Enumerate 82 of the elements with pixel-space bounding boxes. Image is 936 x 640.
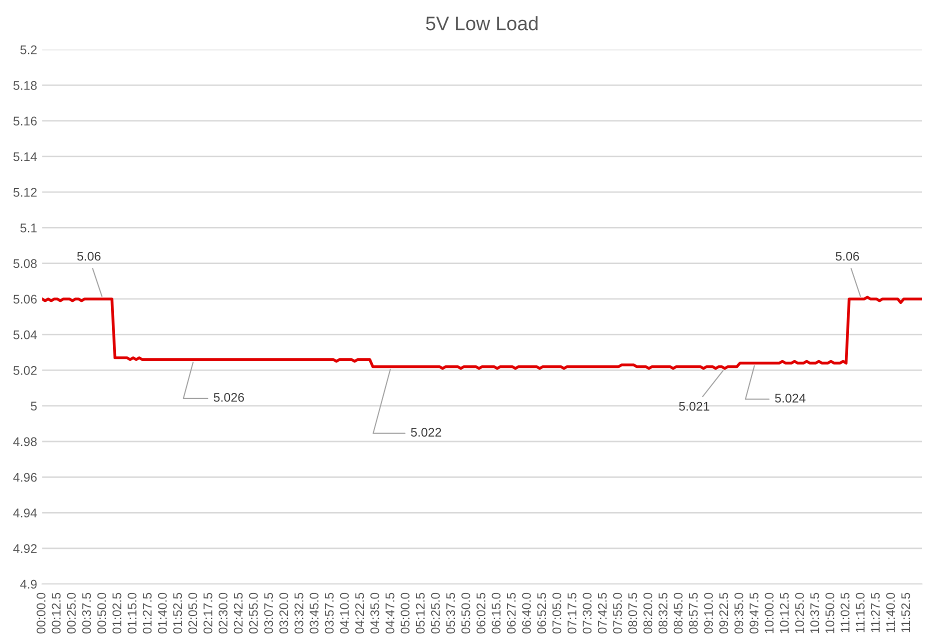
y-tick-label: 5.06 bbox=[13, 294, 37, 304]
y-tick-label: 5.14 bbox=[13, 152, 37, 162]
x-tick-label: 05:37.5 bbox=[446, 592, 456, 634]
y-tick-label: 4.94 bbox=[13, 508, 37, 518]
x-tick-label: 07:42.5 bbox=[598, 592, 607, 634]
x-tick-label: 06:02.5 bbox=[476, 592, 486, 634]
x-tick-label: 02:05.0 bbox=[188, 592, 198, 634]
annotation: 5.06 bbox=[836, 252, 860, 261]
x-tick-label: 04:22.5 bbox=[355, 592, 364, 634]
x-tick-label: 06:40.0 bbox=[522, 592, 531, 634]
y-tick-label: 5.1 bbox=[20, 224, 37, 232]
x-tick-label: 02:30.0 bbox=[218, 592, 228, 634]
x-tick-label: 00:50.0 bbox=[97, 592, 106, 634]
y-tick-label: 5.12 bbox=[13, 188, 37, 197]
x-tick-label: 03:57.5 bbox=[324, 592, 334, 634]
x-tick-label: 02:42.5 bbox=[234, 592, 243, 634]
y-tick-label: 5.04 bbox=[13, 330, 37, 340]
y-tick-label: 4.98 bbox=[13, 437, 37, 446]
x-tick-label: 09:10.0 bbox=[704, 592, 713, 634]
x-tick-label: 03:20.0 bbox=[279, 592, 288, 634]
y-tick-label: 5.16 bbox=[13, 116, 37, 126]
annotation: 5.06 bbox=[77, 252, 101, 261]
x-tick-label: 03:32.5 bbox=[294, 592, 304, 634]
x-tick-label: 10:50.0 bbox=[825, 592, 834, 634]
annotation: 5.021 bbox=[679, 402, 710, 411]
x-tick-label: 09:35.0 bbox=[734, 592, 744, 634]
x-tick-label: 01:52.5 bbox=[173, 592, 182, 634]
x-tick-label: 08:57.5 bbox=[688, 592, 698, 634]
x-tick-label: 04:47.5 bbox=[386, 592, 394, 634]
x-tick-label: 09:22.5 bbox=[719, 592, 728, 634]
x-tick-label: 08:45.0 bbox=[674, 592, 683, 634]
x-tick-label: 06:15.0 bbox=[492, 592, 501, 634]
x-tick-label: 02:55.0 bbox=[249, 592, 258, 634]
x-tick-label: 07:55.0 bbox=[613, 592, 622, 634]
x-tick-label: 01:02.5 bbox=[112, 592, 122, 634]
y-tick-label: 5.02 bbox=[13, 366, 37, 375]
x-tick-label: 01:15.0 bbox=[128, 592, 136, 634]
x-tick-label: 00:12.5 bbox=[52, 592, 61, 634]
x-tick-label: 00:37.5 bbox=[82, 592, 91, 634]
x-tick-label: 07:30.0 bbox=[582, 592, 592, 634]
x-tick-label: 07:05.0 bbox=[552, 592, 562, 634]
x-tick-label: 08:07.5 bbox=[628, 592, 638, 634]
x-tick-label: 04:10.0 bbox=[340, 592, 349, 634]
y-tick-label: 5 bbox=[30, 402, 37, 411]
y-tick-label: 4.92 bbox=[13, 544, 37, 554]
x-tick-label: 07:17.5 bbox=[568, 592, 576, 634]
x-tick-label: 01:27.5 bbox=[142, 592, 152, 634]
x-tick-label: 11:27.5 bbox=[870, 592, 880, 632]
y-tick-label: 5.2 bbox=[20, 45, 37, 54]
x-tick-label: 10:00.0 bbox=[764, 592, 774, 634]
x-tick-label: 00:00.0 bbox=[36, 592, 46, 634]
x-tick-label: 08:20.0 bbox=[643, 592, 652, 634]
y-tick-label: 4.9 bbox=[20, 580, 37, 589]
line-series bbox=[42, 296, 922, 370]
y-tick-label: 4.96 bbox=[13, 472, 37, 482]
x-tick-label: 10:25.0 bbox=[795, 592, 804, 634]
x-tick-label: 03:07.5 bbox=[264, 592, 274, 634]
x-tick-label: 09:47.5 bbox=[750, 592, 758, 634]
x-tick-label: 05:25.0 bbox=[431, 592, 440, 634]
y-tick-label: 5.08 bbox=[13, 259, 37, 268]
x-tick-label: 05:50.0 bbox=[461, 592, 470, 634]
x-tick-label: 01:40.0 bbox=[158, 592, 167, 634]
chart-title: 5V Low Load bbox=[426, 16, 538, 30]
x-tick-label: 11:52.5 bbox=[901, 592, 910, 632]
x-tick-label: 11:02.5 bbox=[840, 592, 850, 632]
x-tick-label: 11:40.0 bbox=[886, 592, 895, 632]
x-tick-label: 04:35.0 bbox=[370, 592, 380, 634]
x-tick-label: 06:27.5 bbox=[506, 592, 516, 634]
x-tick-label: 08:32.5 bbox=[658, 592, 668, 634]
y-tick-label: 5.18 bbox=[13, 81, 37, 90]
x-tick-label: 03:45.0 bbox=[310, 592, 319, 634]
annotation: 5.022 bbox=[410, 428, 442, 437]
annotation: 5.024 bbox=[775, 394, 806, 403]
x-tick-label: 10:37.5 bbox=[810, 592, 820, 634]
x-tick-label: 10:12.5 bbox=[780, 592, 789, 634]
x-tick-label: 05:00.0 bbox=[400, 592, 410, 634]
x-tick-label: 00:25.0 bbox=[66, 592, 76, 634]
x-tick-label: 02:17.5 bbox=[203, 592, 212, 634]
x-tick-label: 05:12.5 bbox=[416, 592, 425, 634]
annotation: 5.026 bbox=[214, 392, 244, 402]
x-tick-label: 11:15.0 bbox=[856, 592, 865, 632]
x-tick-label: 06:52.5 bbox=[537, 592, 546, 634]
